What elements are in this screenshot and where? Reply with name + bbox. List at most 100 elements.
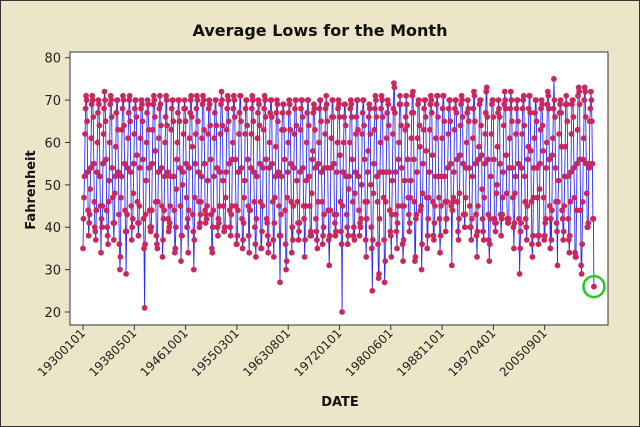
data-point	[320, 232, 326, 239]
data-point	[102, 118, 109, 125]
data-point	[553, 220, 560, 226]
data-point	[125, 135, 131, 142]
data-point	[454, 156, 460, 163]
data-point	[265, 241, 272, 248]
data-point	[119, 105, 126, 112]
data-point	[426, 126, 433, 133]
data-point	[484, 156, 491, 163]
data-point	[436, 215, 443, 222]
data-point	[355, 126, 361, 133]
data-point	[425, 194, 432, 201]
data-point	[361, 122, 367, 129]
data-point	[280, 101, 287, 108]
data-point	[223, 169, 230, 176]
data-point	[90, 160, 97, 167]
data-point	[225, 97, 232, 103]
data-point	[391, 80, 397, 86]
data-point	[340, 169, 346, 176]
data-point	[235, 169, 242, 176]
data-point	[573, 254, 579, 260]
data-point	[468, 237, 475, 243]
data-point	[393, 211, 399, 218]
data-point	[100, 160, 106, 167]
data-point	[344, 241, 351, 248]
data-point	[186, 165, 193, 171]
data-point	[287, 160, 294, 167]
data-point	[242, 131, 249, 137]
data-point	[198, 173, 205, 180]
data-point	[209, 249, 216, 256]
data-point	[546, 203, 553, 209]
data-point	[278, 211, 284, 218]
data-point	[284, 194, 291, 201]
data-point	[98, 249, 104, 256]
data-point	[318, 169, 325, 176]
data-point	[515, 118, 521, 125]
data-point	[462, 211, 469, 218]
data-point	[163, 97, 170, 103]
data-point	[240, 220, 247, 226]
data-point	[111, 190, 118, 197]
data-point	[299, 97, 305, 103]
data-point	[341, 114, 347, 120]
data-point	[94, 139, 101, 146]
data-point	[82, 105, 89, 112]
x-tick-label: 19461001	[138, 326, 191, 379]
data-point	[201, 126, 208, 133]
data-point	[576, 101, 583, 108]
data-point	[467, 224, 474, 231]
data-point	[523, 224, 530, 231]
data-point	[338, 228, 344, 235]
data-point	[123, 271, 129, 277]
data-point	[494, 143, 501, 150]
data-point	[496, 114, 503, 120]
data-point	[301, 215, 307, 222]
data-point	[366, 105, 373, 112]
data-point	[343, 211, 350, 218]
data-point	[581, 84, 588, 91]
data-point	[366, 101, 373, 108]
data-point	[103, 207, 110, 214]
data-point	[289, 224, 296, 231]
data-point	[252, 241, 259, 248]
x-axis-label: DATE	[321, 395, 359, 410]
data-point	[199, 135, 205, 142]
data-point	[560, 237, 567, 243]
y-tick-label: 50	[44, 179, 61, 194]
data-point	[194, 97, 201, 103]
data-point	[377, 139, 384, 146]
data-point	[92, 237, 99, 243]
data-point	[266, 139, 273, 146]
data-point	[509, 118, 515, 125]
data-point	[283, 266, 289, 273]
data-point	[369, 237, 376, 243]
data-point	[591, 283, 597, 290]
data-point	[215, 215, 222, 222]
data-point	[268, 97, 275, 103]
data-point	[547, 245, 554, 252]
data-point	[116, 211, 122, 218]
data-point	[299, 114, 306, 120]
data-point	[443, 215, 450, 222]
data-point	[89, 97, 96, 103]
data-point	[537, 160, 543, 167]
data-point	[94, 169, 100, 176]
data-point	[545, 92, 552, 99]
data-point	[565, 215, 572, 222]
data-point	[352, 169, 359, 176]
data-point	[368, 245, 375, 252]
data-point	[302, 237, 308, 243]
data-point	[282, 207, 288, 214]
data-point	[206, 97, 213, 103]
data-point	[270, 237, 277, 243]
data-point	[447, 160, 454, 167]
data-point	[164, 169, 171, 176]
data-point	[340, 139, 347, 146]
data-point	[293, 97, 299, 103]
y-axis: 20 30 40 50 60 70 80	[44, 52, 70, 321]
data-point	[552, 114, 558, 120]
data-point	[328, 135, 335, 142]
data-point	[293, 122, 300, 129]
data-point	[331, 160, 337, 167]
